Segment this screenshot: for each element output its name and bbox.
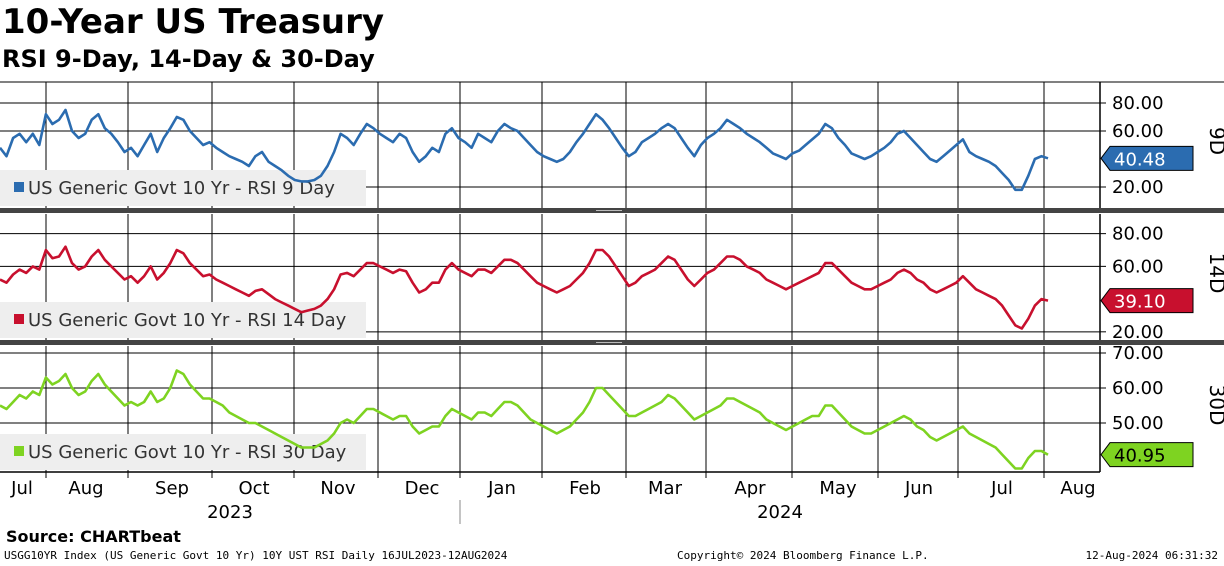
last-value-label: 39.10: [1114, 292, 1166, 313]
x-tick-label: Jun: [904, 478, 933, 499]
last-value-label: 40.48: [1114, 149, 1166, 170]
panel-label: 9D: [1205, 127, 1224, 155]
y-tick-label: 80.00: [1112, 224, 1164, 245]
legend-box: [0, 302, 366, 338]
legend-box: [0, 434, 366, 470]
x-year-label: 2023: [207, 502, 253, 523]
legend-swatch: [14, 182, 24, 192]
x-tick-label: Aug: [68, 478, 103, 499]
source-label: Source: CHARTbeat: [6, 527, 181, 546]
x-tick-label: Aug: [1060, 478, 1095, 499]
x-year-label: 2024: [757, 502, 803, 523]
x-tick-label: Mar: [648, 478, 683, 499]
legend-swatch: [14, 314, 24, 324]
x-tick-label: Jul: [990, 478, 1013, 499]
last-value-label: 40.95: [1114, 446, 1166, 467]
series-line-14d: [0, 245, 1049, 330]
legend-label: US Generic Govt 10 Yr - RSI 30 Day: [28, 442, 347, 463]
series-line-9d: [0, 108, 1049, 192]
y-tick-label: 60.00: [1112, 256, 1164, 277]
x-tick-label: Jul: [10, 478, 33, 499]
x-tick-label: May: [819, 478, 857, 499]
footer-timestamp: 12-Aug-2024 06:31:32: [1085, 549, 1218, 562]
legend-swatch: [14, 446, 24, 456]
y-tick-label: 20.00: [1112, 322, 1164, 343]
footer-copyright: Copyright© 2024 Bloomberg Finance L.P.: [677, 549, 929, 562]
y-tick-label: 70.00: [1112, 343, 1164, 364]
last-value-callout: [1100, 288, 1194, 314]
last-value-callout: [1100, 442, 1194, 468]
x-tick-label: Apr: [734, 478, 766, 499]
last-value-callout: [1100, 145, 1194, 171]
x-tick-label: Nov: [320, 478, 355, 499]
series-line-30d: [0, 369, 1049, 470]
legend-box: [0, 170, 366, 206]
chart-title: 10-Year US Treasury: [2, 2, 385, 42]
x-tick-label: Dec: [405, 478, 440, 499]
x-tick-label: Sep: [155, 478, 189, 499]
y-tick-label: 80.00: [1112, 93, 1164, 114]
y-tick-label: 60.00: [1112, 378, 1164, 399]
y-tick-label: 20.00: [1112, 177, 1164, 198]
x-tick-label: Oct: [238, 478, 269, 499]
legend-label: US Generic Govt 10 Yr - RSI 9 Day: [28, 178, 335, 199]
legend-label: US Generic Govt 10 Yr - RSI 14 Day: [28, 310, 347, 331]
panel-grip: [596, 210, 622, 211]
panel-label: 30D: [1205, 385, 1224, 426]
panel-grip: [596, 342, 622, 343]
y-tick-label: 60.00: [1112, 121, 1164, 142]
x-tick-label: Feb: [569, 478, 601, 499]
footer-index-info: USGG10YR Index (US Generic Govt 10 Yr) 1…: [4, 549, 508, 562]
panel-label: 14D: [1205, 253, 1224, 294]
x-tick-label: Jan: [487, 478, 516, 499]
y-tick-label: 50.00: [1112, 413, 1164, 434]
chart-subtitle: RSI 9-Day, 14-Day & 30-Day: [2, 45, 375, 73]
